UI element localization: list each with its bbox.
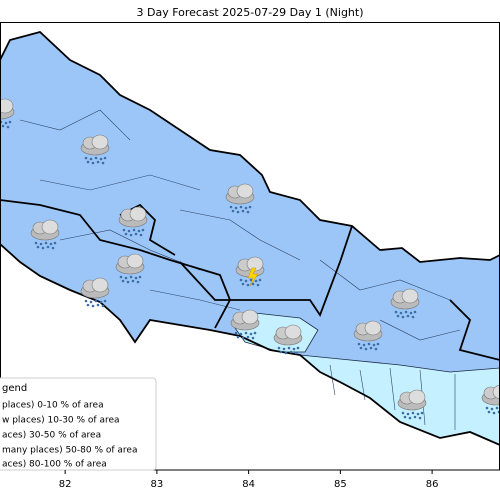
weather-icons bbox=[0, 98, 500, 420]
x-tick-label: 85 bbox=[334, 479, 347, 490]
map-title: 3 Day Forecast 2025-07-29 Day 1 (Night) bbox=[136, 6, 363, 19]
x-tick-label: 82 bbox=[59, 479, 72, 490]
province-borders bbox=[0, 31, 500, 446]
legend-item: many places) 50-80 % of area bbox=[2, 446, 137, 456]
legend: gend places) 0-10 % of area w places) 10… bbox=[0, 377, 157, 471]
x-tick-label: 84 bbox=[242, 479, 255, 490]
legend-item: w places) 10-30 % of area bbox=[2, 416, 120, 426]
legend-item: aces) 30-50 % of area bbox=[2, 431, 101, 441]
legend-title: gend bbox=[2, 383, 27, 394]
x-tick-label: 86 bbox=[426, 479, 439, 490]
x-tick-label: 83 bbox=[151, 479, 164, 490]
legend-item: places) 0-10 % of area bbox=[2, 401, 104, 411]
legend-box bbox=[0, 377, 157, 471]
legend-item: aces) 80-100 % of area bbox=[2, 460, 107, 470]
lightning-icon bbox=[247, 267, 259, 287]
map-area bbox=[0, 31, 500, 446]
